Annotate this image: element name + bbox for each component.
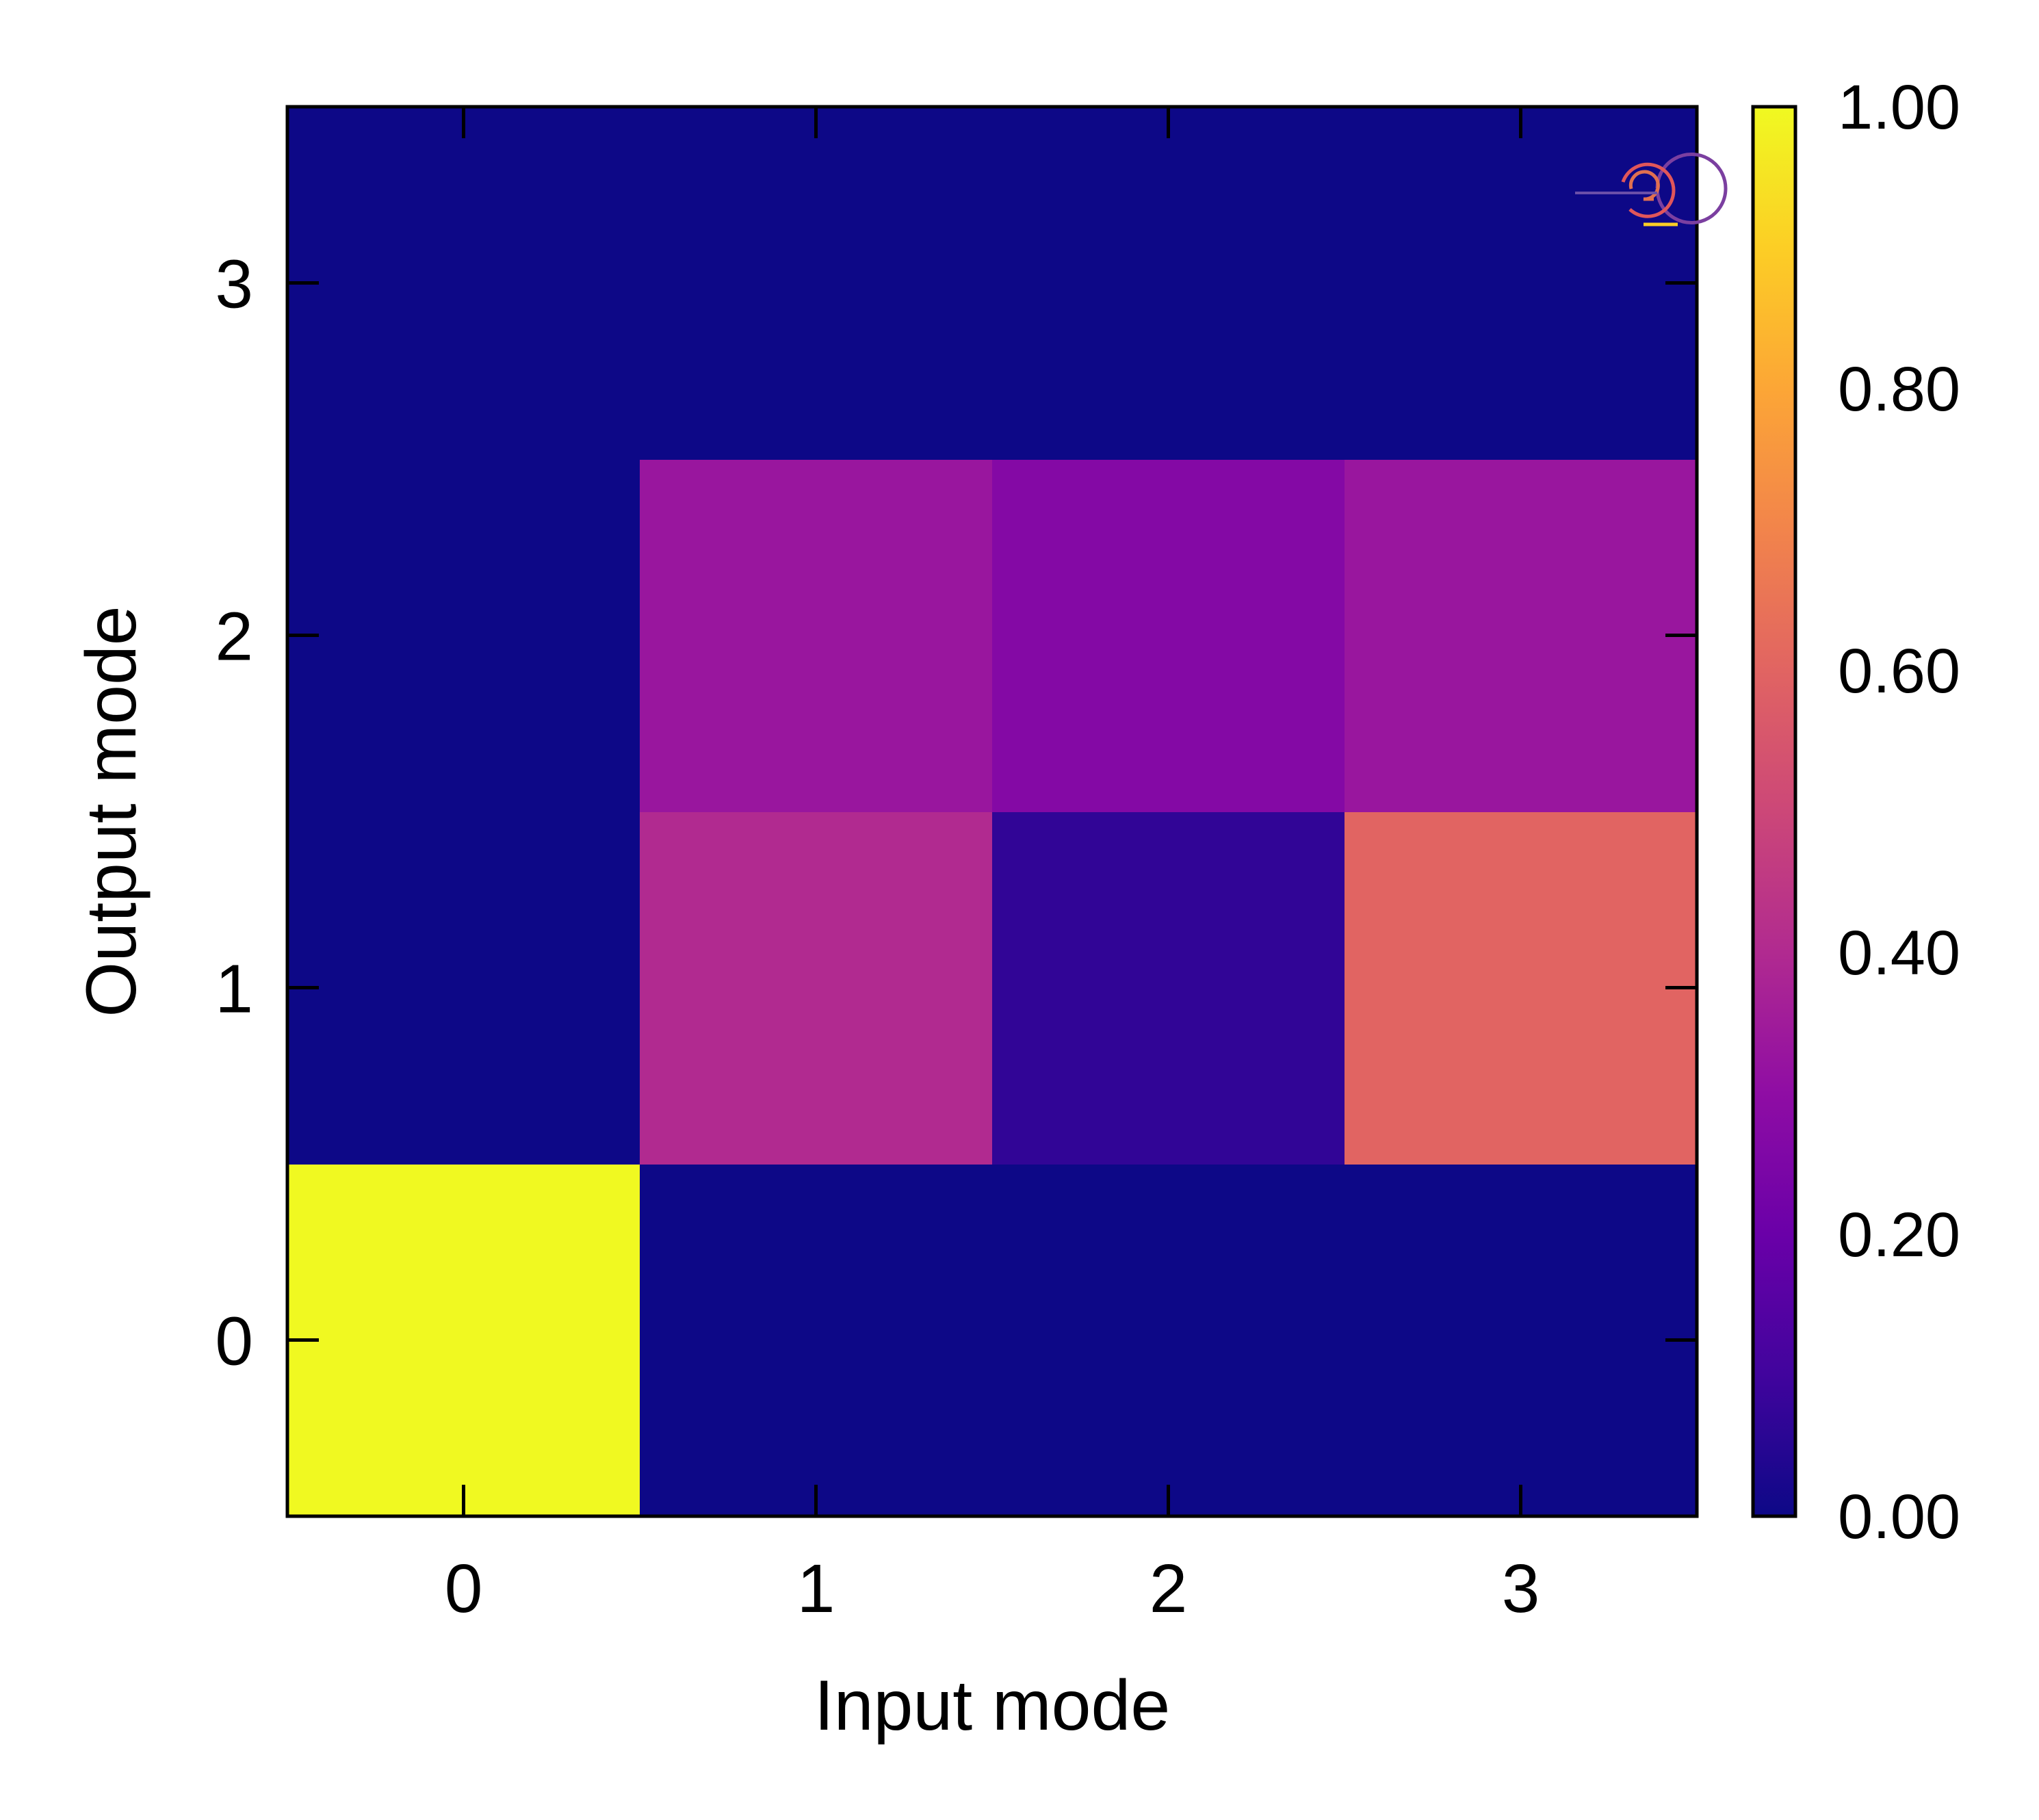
y-tick-label: 3	[215, 246, 253, 323]
heatmap-cell-out3-in2	[992, 107, 1345, 460]
colorbar-ticks: 0.00 0.20 0.40 0.60 0.80 1.00	[1838, 73, 1960, 1552]
x-tick-label: 1	[797, 1550, 835, 1627]
y-axis-ticks: 0 1 2 3	[215, 246, 1697, 1380]
heatmap-cell-out1-in3	[1345, 811, 1698, 1165]
colorbar-tick-label: 1.00	[1838, 73, 1960, 142]
colorbar-tick-label: 0.40	[1838, 918, 1960, 988]
x-tick-label: 3	[1502, 1550, 1540, 1627]
y-tick-label: 2	[215, 599, 253, 675]
x-tick-label: 0	[445, 1550, 483, 1627]
y-tick-label: 1	[215, 951, 253, 1028]
colorbar-tick-label: 0.60	[1838, 636, 1960, 706]
heatmap-cell-out3-in0	[287, 107, 640, 460]
heatmap-cell-out2-in2	[992, 459, 1345, 812]
heatmap-cell-out2-in1	[640, 459, 993, 812]
plot-frame	[285, 105, 1699, 1518]
colorbar	[1751, 105, 1797, 1518]
y-tick-label: 0	[215, 1303, 253, 1380]
heatmap-cell-out1-in2	[992, 811, 1345, 1165]
heatmap-cell-out0-in0	[287, 1164, 640, 1517]
heatmap-cell-out2-in0	[287, 459, 640, 812]
heatmap-cell-out3-in1	[640, 107, 993, 460]
heatmap-cell-out1-in0	[287, 811, 640, 1165]
heatmap-cell-out3-in3	[1345, 107, 1698, 460]
colorbar-tick-label: 0.80	[1838, 354, 1960, 424]
logo-icon	[1575, 153, 1728, 226]
colorbar-tick-label: 0.00	[1838, 1482, 1960, 1552]
x-axis-label: Input mode	[814, 1666, 1170, 1745]
x-tick-label: 2	[1150, 1550, 1188, 1627]
heatmap-cell-out0-in2	[992, 1164, 1345, 1517]
heatmap-cells	[287, 107, 1698, 1517]
heatmap-cell-out1-in1	[640, 811, 993, 1165]
x-axis-ticks: 0 1 2 3	[445, 107, 1540, 1627]
heatmap-cell-out0-in1	[640, 1164, 993, 1517]
heatmap-cell-out0-in3	[1345, 1164, 1698, 1517]
heatmap-cell-out2-in3	[1345, 459, 1698, 812]
colorbar-tick-label: 0.20	[1838, 1200, 1960, 1270]
y-axis-label: Output mode	[72, 606, 151, 1017]
